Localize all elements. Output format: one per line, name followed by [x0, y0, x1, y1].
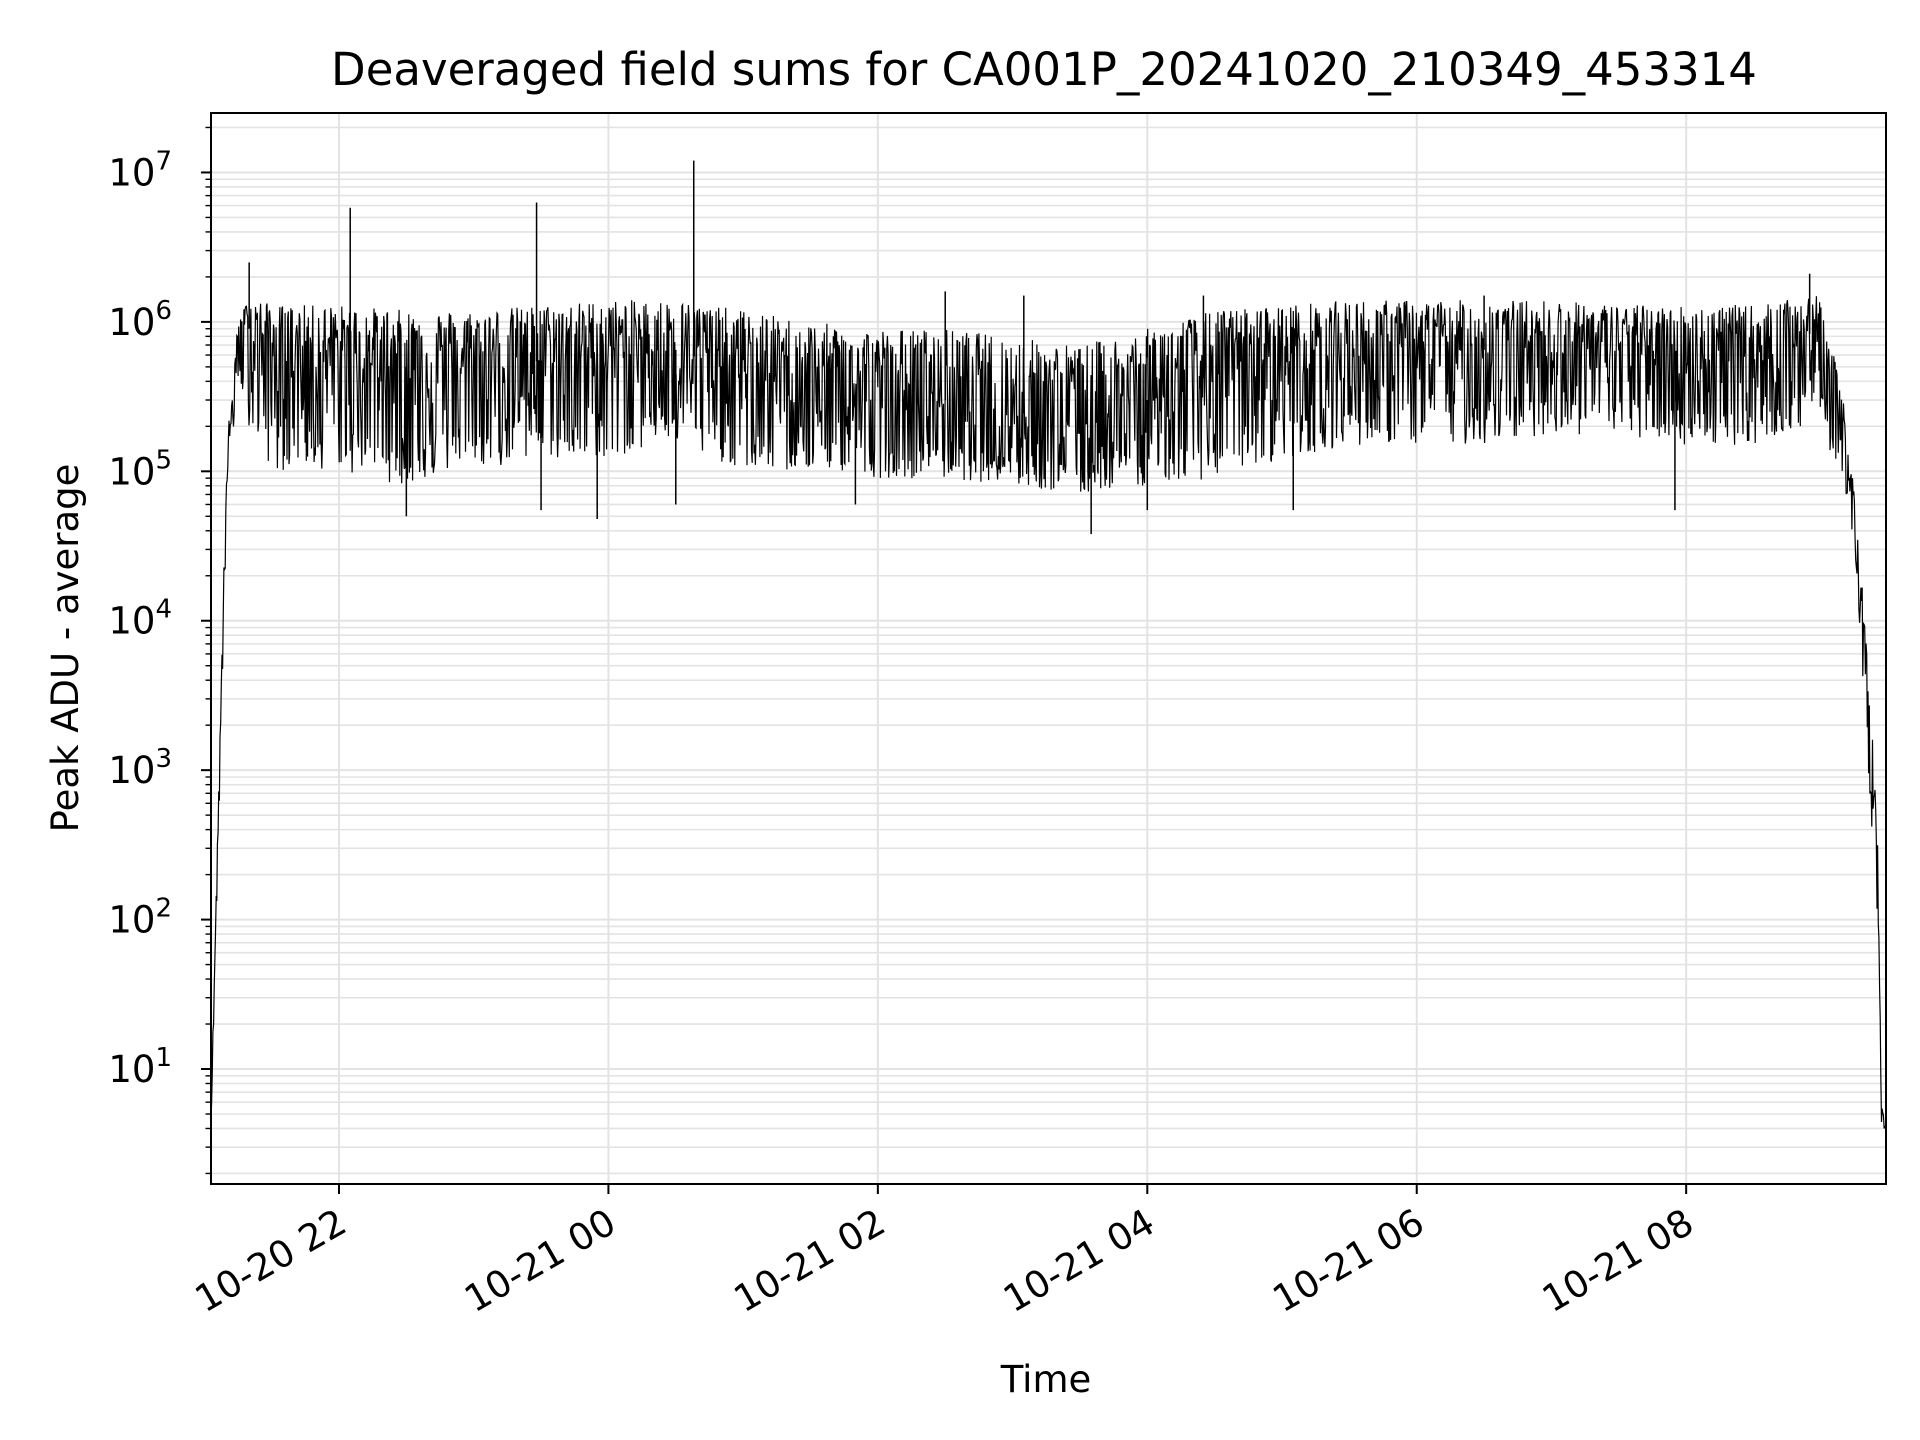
y-tick-label: 106 [108, 296, 172, 344]
series-line [210, 296, 1887, 1129]
chart-title: Deaveraged field sums for CA001P_2024102… [331, 43, 1757, 96]
y-tick-label: 104 [108, 595, 172, 643]
data-series [210, 160, 1887, 1129]
y-tick-label: 105 [108, 445, 172, 493]
y-axis: 101 102 103 104 105 106 107 [108, 126, 211, 1175]
plot-frame [210, 112, 1887, 1185]
y-tick-label: 107 [108, 146, 172, 194]
x-axis-label: Time [1000, 1358, 1092, 1401]
y-tick-label: 103 [108, 744, 172, 792]
grid-lines [211, 113, 1886, 1184]
y-axis-label: Peak ADU - average [44, 464, 87, 833]
y-tick-label: 101 [108, 1043, 172, 1091]
y-tick-label: 102 [108, 894, 172, 942]
